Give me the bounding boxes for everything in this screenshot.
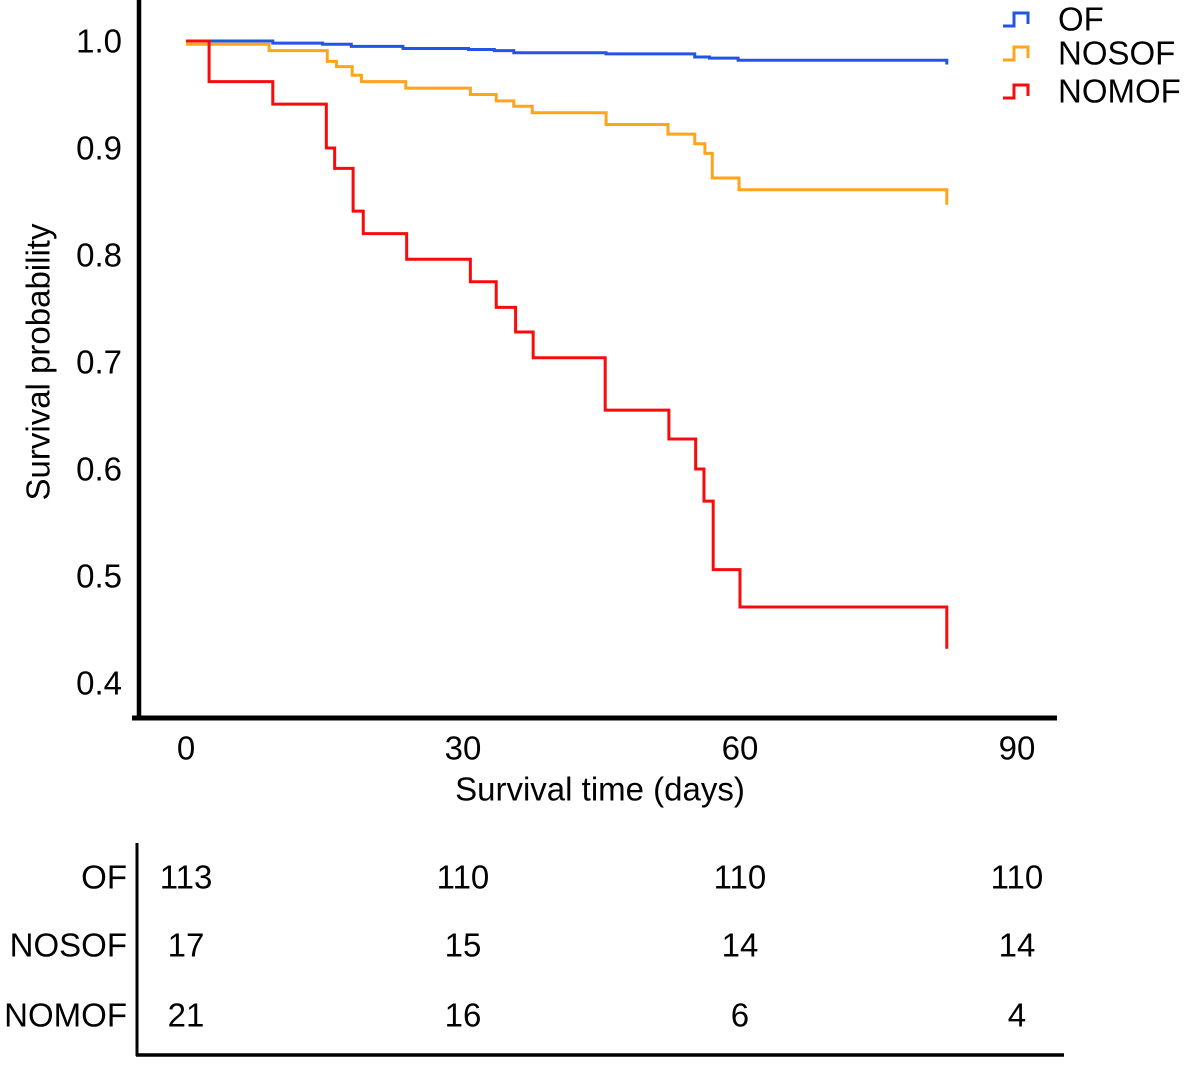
x-tick-label: 30	[445, 730, 482, 767]
risk-count-nomof-t90: 4	[1008, 997, 1026, 1034]
y-tick-label: 0.7	[76, 344, 122, 381]
x-tick-label: 60	[722, 730, 759, 767]
risk-count-of-t0: 113	[160, 859, 213, 896]
x-tick-label: 90	[999, 730, 1036, 767]
x-axis-title: Survival time (days)	[455, 771, 745, 808]
series-line-nomof	[186, 39, 949, 649]
x-axis-ticks: 0 30 60 90	[177, 730, 1036, 767]
risk-count-nosof-t60: 14	[722, 927, 759, 964]
risk-count-of-t60: 110	[714, 859, 767, 896]
legend-label-of: OF	[1058, 1, 1104, 38]
risk-table-rows: OF 113 110 110 110 NOSOF 17 15 14 14 NOMOF 21 16 6 4	[4, 859, 1043, 1034]
y-tick-label: 0.5	[76, 558, 122, 595]
y-tick-label: 0.8	[76, 237, 122, 274]
y-axis-title: Survival probability	[20, 223, 57, 500]
risk-count-nomof-t30: 16	[445, 997, 482, 1034]
series-line-of	[186, 39, 949, 65]
y-tick-label: 1.0	[76, 23, 122, 60]
risk-count-nomof-t0: 21	[168, 997, 205, 1034]
y-tick-label: 0.4	[76, 665, 122, 702]
risk-count-of-t90: 110	[991, 859, 1044, 896]
legend-marker-nosof-icon	[1003, 45, 1030, 62]
risk-row-label-of: OF	[81, 859, 127, 896]
y-axis-ticks: 1.0 0.9 0.8 0.7 0.6 0.5 0.4	[76, 23, 122, 702]
risk-count-nosof-t90: 14	[999, 927, 1036, 964]
risk-row-label-nomof: NOMOF	[4, 997, 127, 1034]
risk-count-nomof-t60: 6	[731, 997, 749, 1034]
legend-marker-of-icon	[1003, 11, 1030, 28]
risk-count-nosof-t0: 17	[168, 927, 205, 964]
number-at-risk-table: OF 113 110 110 110 NOSOF 17 15 14 14 NOMOF 21 16 6 4	[4, 843, 1064, 1057]
risk-row-label-nosof: NOSOF	[10, 927, 127, 964]
y-tick-label: 0.6	[76, 451, 122, 488]
legend-label-nosof: NOSOF	[1058, 35, 1175, 72]
risk-count-of-t30: 110	[437, 859, 490, 896]
survival-curves	[186, 39, 949, 649]
y-tick-label: 0.9	[76, 130, 122, 167]
legend-marker-nomof-icon	[1003, 83, 1030, 100]
risk-count-nosof-t30: 15	[445, 927, 482, 964]
series-line-nosof	[186, 42, 949, 205]
legend-label-nomof: NOMOF	[1058, 73, 1181, 110]
x-tick-label: 0	[177, 730, 195, 767]
